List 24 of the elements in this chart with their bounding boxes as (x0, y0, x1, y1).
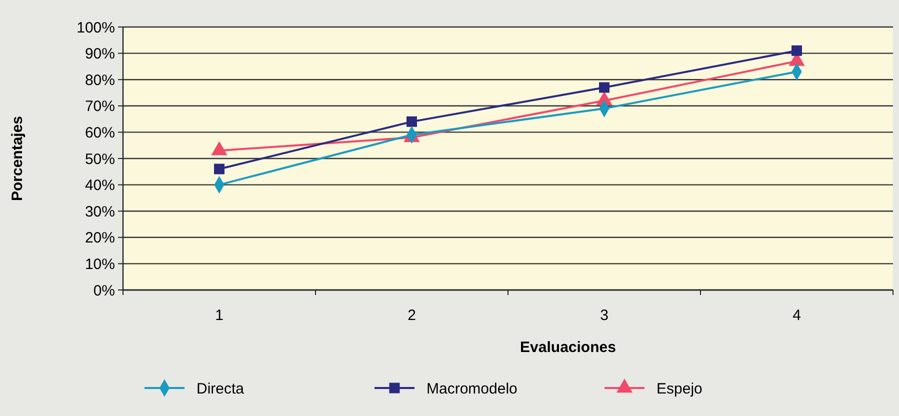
point (406, 116, 417, 127)
x-tick-label: 1 (215, 307, 224, 324)
y-axis-title: Porcentajes (9, 116, 26, 202)
point (599, 82, 610, 93)
y-tick-label: 10% (84, 256, 115, 273)
x-axis-title: Evaluaciones (520, 339, 616, 356)
y-tick-label: 40% (84, 177, 115, 194)
legend-label: Directa (196, 380, 245, 398)
y-tick-label: 0% (93, 282, 115, 300)
legend-label: Macromodelo (426, 380, 518, 398)
y-tick-label: 90% (84, 46, 115, 63)
y-tick-label: 60% (84, 124, 115, 142)
legend-label: Espejo (656, 380, 702, 398)
point (214, 164, 224, 174)
x-tick-label: 4 (792, 307, 801, 324)
point (792, 45, 802, 56)
x-tick-label: 2 (408, 307, 416, 324)
y-tick-label: 100% (76, 19, 115, 36)
x-tick-label: 3 (600, 307, 608, 324)
y-tick-label: 70% (84, 98, 115, 116)
y-tick-label: 50% (84, 150, 115, 168)
y-tick-label: 30% (84, 203, 115, 220)
y-tick-label: 80% (84, 72, 115, 89)
y-tick-label: 20% (84, 230, 115, 247)
